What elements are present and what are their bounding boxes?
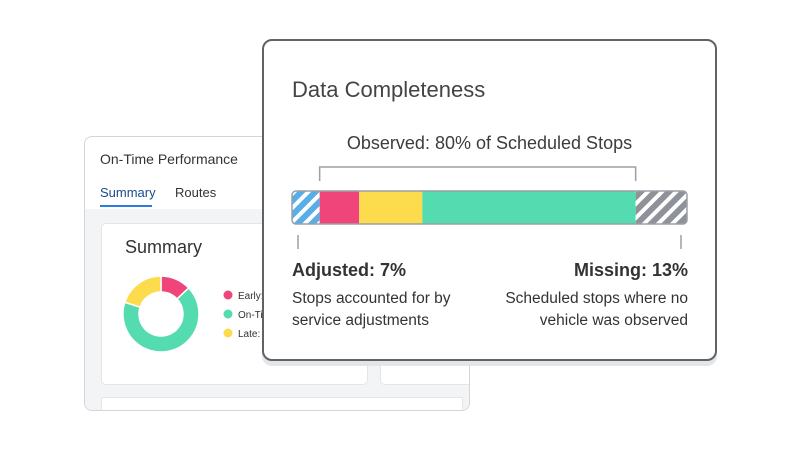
- tab[interactable]: Routes: [175, 185, 217, 200]
- donut-slice: [123, 275, 162, 309]
- card-title: Data Completeness: [292, 77, 486, 102]
- legend-label: On-Time:: [238, 310, 279, 321]
- observed-bracket: [318, 166, 637, 181]
- observed-label: Observed: 80% of Scheduled Stops: [346, 133, 633, 153]
- donut-chart: Early: On-Time: Late:: [122, 275, 279, 353]
- missing-description: Scheduled stops where no vehicle was obs…: [505, 290, 688, 329]
- tab[interactable]: Summary: [100, 185, 156, 200]
- tab-underline: [100, 205, 152, 207]
- legend-swatch: [223, 328, 233, 338]
- missing-label: Missing: 13%: [573, 260, 688, 280]
- front-card: Data Completeness Observed: 80% of Sched…: [262, 39, 717, 361]
- donut-slice: [122, 286, 200, 353]
- bar-segment: [292, 191, 320, 224]
- card-title: On-Time Performance: [100, 151, 238, 167]
- legend-swatch: [223, 290, 233, 300]
- legend-swatch: [223, 309, 233, 319]
- completeness-bar: [291, 166, 688, 249]
- panel-title: Summary: [125, 237, 203, 257]
- bar-segment: [422, 191, 636, 224]
- adjusted-label: Adjusted: 7%: [292, 260, 407, 280]
- bar-segment: [359, 191, 423, 224]
- bar-segment: [635, 191, 687, 224]
- bar-group: [292, 191, 687, 224]
- panel: [101, 397, 463, 410]
- legend-label: Late:: [238, 329, 260, 340]
- bar-segment: [319, 191, 360, 224]
- bar-outline: [291, 190, 688, 225]
- legend-label: Early:: [238, 291, 264, 302]
- adjusted-description: Stops accounted for by service adjustmen…: [292, 290, 451, 329]
